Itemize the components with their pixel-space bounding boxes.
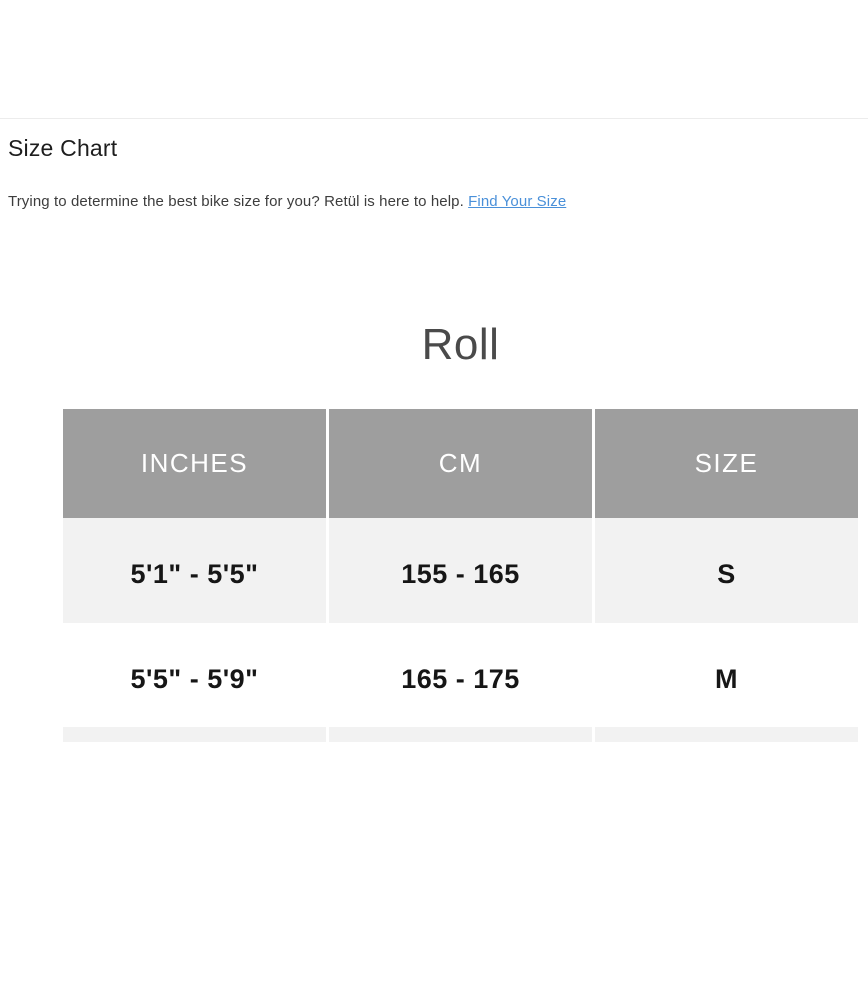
product-name-heading: Roll	[421, 319, 500, 369]
column-header-inches: INCHES	[140, 448, 249, 479]
cell-inches: 5'5" - 5'9"	[130, 663, 259, 694]
cell-size: S	[592, 518, 858, 624]
cell-inches	[63, 727, 326, 742]
table-header-row: INCHES CM SIZE	[63, 409, 858, 519]
intro-paragraph: Trying to determine the best bike size f…	[8, 191, 868, 212]
cell-cm: 155 - 165	[326, 518, 592, 624]
size-chart-section: Size Chart Trying to determine the best …	[0, 118, 868, 743]
table-row-partial-clipped	[63, 727, 858, 743]
find-your-size-link[interactable]: Find Your Size	[468, 192, 567, 210]
intro-text: Trying to determine the best bike size f…	[8, 192, 464, 210]
cell-size: M	[592, 623, 858, 728]
cell-inches: 5'1" - 5'5"	[130, 559, 259, 590]
column-header-cm: CM	[326, 409, 592, 519]
cell-size	[592, 727, 858, 743]
size-table: INCHES CM SIZE 5'1" - 5'5" 155 - 165 S 5…	[63, 409, 858, 743]
cell-cm	[326, 727, 592, 743]
page-title: Size Chart	[8, 135, 118, 161]
column-header-size: SIZE	[592, 409, 858, 519]
table-row: 5'5" - 5'9" 165 - 175 M	[63, 623, 858, 728]
cell-cm: 165 - 175	[326, 623, 592, 728]
table-row: 5'1" - 5'5" 155 - 165 S	[63, 518, 858, 624]
